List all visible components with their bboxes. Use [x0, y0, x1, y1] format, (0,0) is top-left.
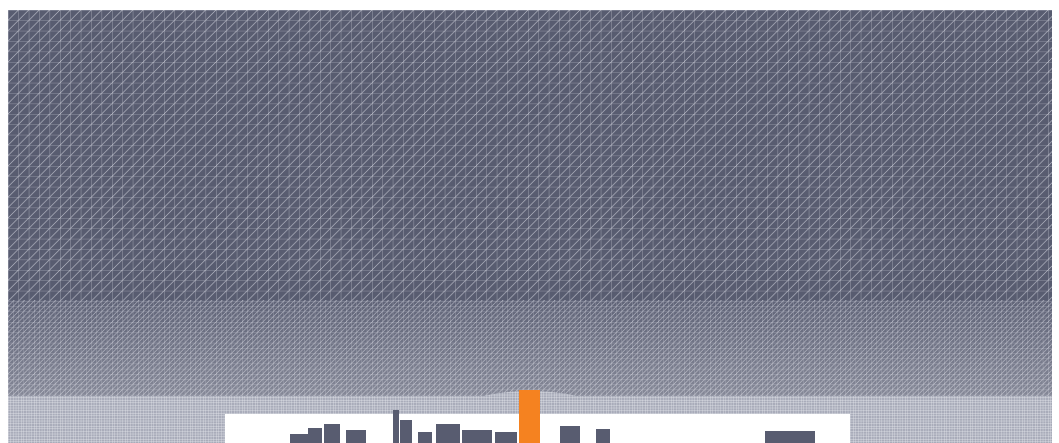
building: [324, 424, 340, 443]
building: [346, 430, 366, 443]
highlighted-building: [519, 390, 540, 443]
building: [400, 420, 412, 443]
building: [765, 431, 815, 443]
building: [462, 430, 492, 443]
building: [560, 426, 580, 443]
building: [308, 428, 322, 443]
building: [596, 429, 610, 443]
building: [418, 432, 432, 443]
building: [393, 410, 399, 443]
building: [495, 432, 517, 443]
building: [436, 424, 460, 443]
building: [290, 434, 308, 443]
buildings: [290, 410, 815, 443]
